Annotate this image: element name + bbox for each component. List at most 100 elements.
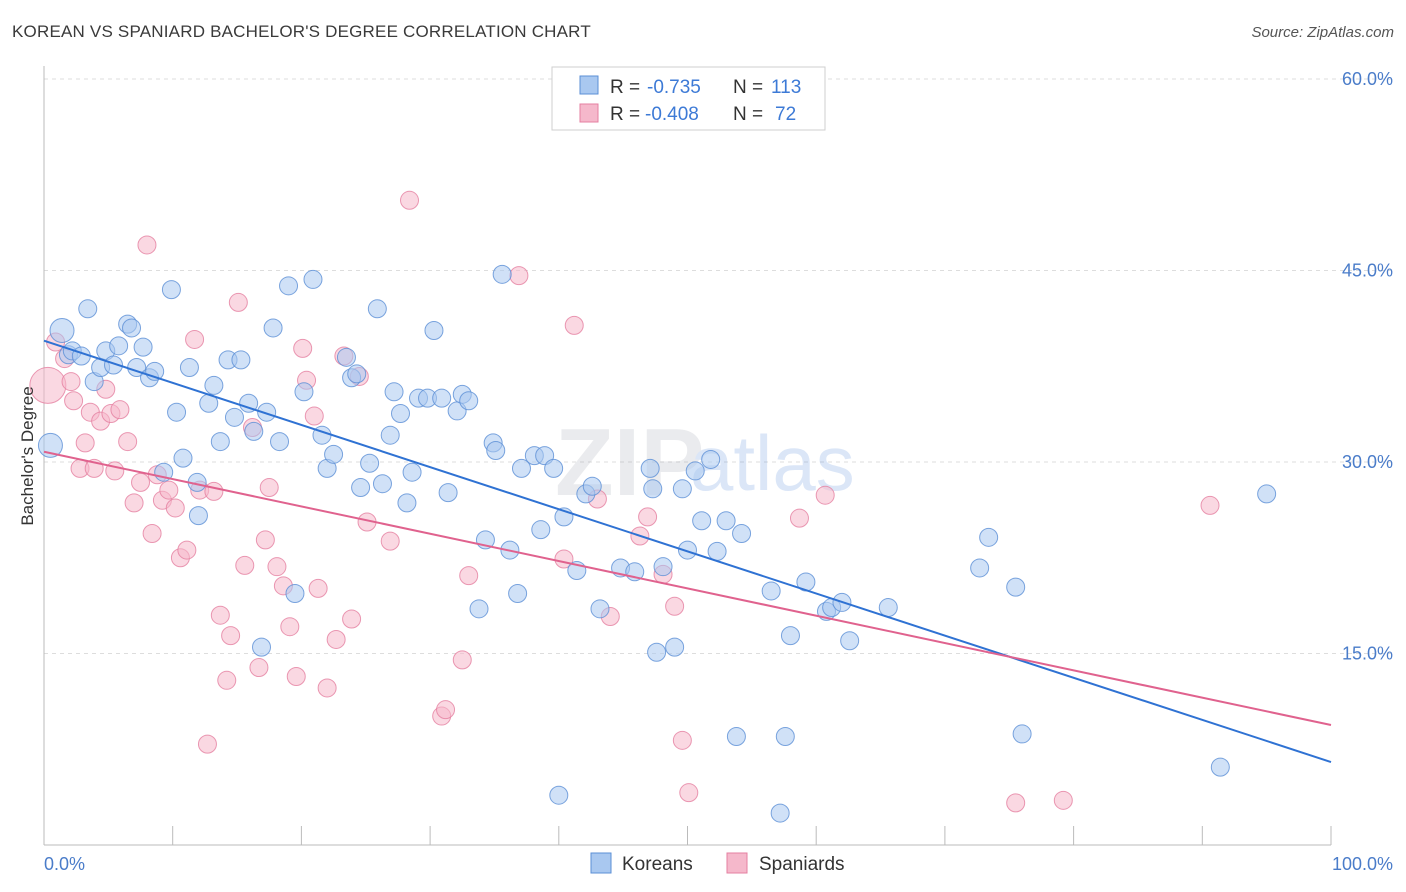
spaniard-point <box>255 530 275 550</box>
korean-point <box>285 583 305 603</box>
korean-point <box>590 599 610 619</box>
korean-point <box>252 637 272 657</box>
legend-koreans-label: Koreans <box>622 854 693 875</box>
spaniard-point <box>110 400 130 420</box>
korean-point <box>643 479 663 499</box>
korean-point <box>761 581 781 601</box>
korean-point <box>179 358 199 378</box>
x-tick-label: 0.0% <box>44 854 85 874</box>
korean-point <box>979 527 999 547</box>
korean-point <box>647 642 667 662</box>
korean-point <box>109 336 129 356</box>
korean-point <box>204 375 224 395</box>
korean-point <box>103 355 123 375</box>
korean-swatch <box>579 75 599 95</box>
korean-point <box>775 726 795 746</box>
spaniard-point <box>286 666 306 686</box>
korean-point <box>492 264 512 284</box>
watermark-zip: ZIP <box>555 409 704 516</box>
korean-point <box>685 461 705 481</box>
legend-spaniards-label: Spaniards <box>759 854 845 875</box>
korean-point <box>840 631 860 651</box>
korean-point <box>210 432 230 452</box>
y-tick-label: 15.0% <box>1342 644 1393 664</box>
korean-n-label: N = <box>733 77 763 98</box>
korean-point <box>390 403 410 423</box>
korean-point <box>511 458 531 478</box>
korean-point <box>582 476 602 496</box>
korean-point <box>770 803 790 823</box>
korean-point <box>239 393 259 413</box>
korean-point <box>133 337 153 357</box>
spaniard-point <box>217 670 237 690</box>
korean-point <box>351 478 371 498</box>
spaniard-point <box>400 190 420 210</box>
source-credit: Source: ZipAtlas.com <box>1251 24 1394 41</box>
spaniard-n-value: 72 <box>775 104 796 125</box>
series-koreans <box>37 264 1277 823</box>
korean-point <box>224 407 244 427</box>
korean-point <box>726 726 746 746</box>
spaniard-point <box>326 629 346 649</box>
korean-point <box>49 318 75 344</box>
korean-point <box>665 637 685 657</box>
korean-point <box>432 388 452 408</box>
korean-point <box>294 382 314 402</box>
spaniard-point <box>459 566 479 586</box>
korean-point <box>336 347 356 367</box>
spaniard-point <box>142 523 162 543</box>
korean-point <box>640 458 660 478</box>
spaniard-point <box>564 315 584 335</box>
korean-point <box>1012 724 1032 744</box>
spaniard-point <box>436 700 456 720</box>
spaniard-point <box>64 391 84 411</box>
korean-point <box>531 520 551 540</box>
spaniard-point <box>118 432 138 452</box>
korean-point <box>384 382 404 402</box>
korean-point <box>469 599 489 619</box>
spaniard-trendline <box>43 450 1332 726</box>
korean-point <box>459 391 479 411</box>
spaniard-point <box>1053 790 1073 810</box>
y-tick-label: 60.0% <box>1342 69 1393 89</box>
spaniard-point <box>665 596 685 616</box>
trendlines <box>43 339 1332 763</box>
spaniard-point <box>280 617 300 637</box>
chart-title: KOREAN VS SPANIARD BACHELOR'S DEGREE COR… <box>12 22 591 41</box>
spaniard-r-value: -0.408 <box>645 104 699 125</box>
spaniard-point <box>342 609 362 629</box>
korean-point <box>122 318 142 338</box>
spaniard-point <box>267 557 287 577</box>
korean-point <box>1210 757 1230 777</box>
korean-point <box>372 474 392 494</box>
korean-point <box>716 511 736 531</box>
korean-point <box>707 541 727 561</box>
spaniard-point <box>815 485 835 505</box>
y-axis-title: Bachelor's Degree <box>18 386 37 525</box>
korean-point <box>367 299 387 319</box>
korean-point <box>678 540 697 560</box>
spaniard-point <box>137 235 157 255</box>
korean-point <box>402 462 422 482</box>
spaniard-point <box>679 783 699 803</box>
spaniard-point <box>304 406 324 426</box>
korean-point <box>508 583 528 603</box>
spaniard-point <box>789 508 809 528</box>
spaniard-point <box>293 338 313 358</box>
korean-point <box>424 321 444 341</box>
spaniard-point <box>197 734 217 754</box>
korean-point <box>878 598 898 618</box>
korean-point <box>78 299 98 319</box>
spaniard-point <box>380 531 400 551</box>
spaniard-point <box>210 605 230 625</box>
korean-point <box>231 350 251 370</box>
spaniard-point <box>177 540 197 560</box>
spaniard-swatch <box>579 103 599 123</box>
korean-r-value: -0.735 <box>647 77 701 98</box>
korean-point <box>732 523 752 543</box>
spaniard-point <box>124 493 144 513</box>
korean-point <box>397 493 417 513</box>
korean-point <box>653 557 673 577</box>
korean-point <box>780 626 800 646</box>
